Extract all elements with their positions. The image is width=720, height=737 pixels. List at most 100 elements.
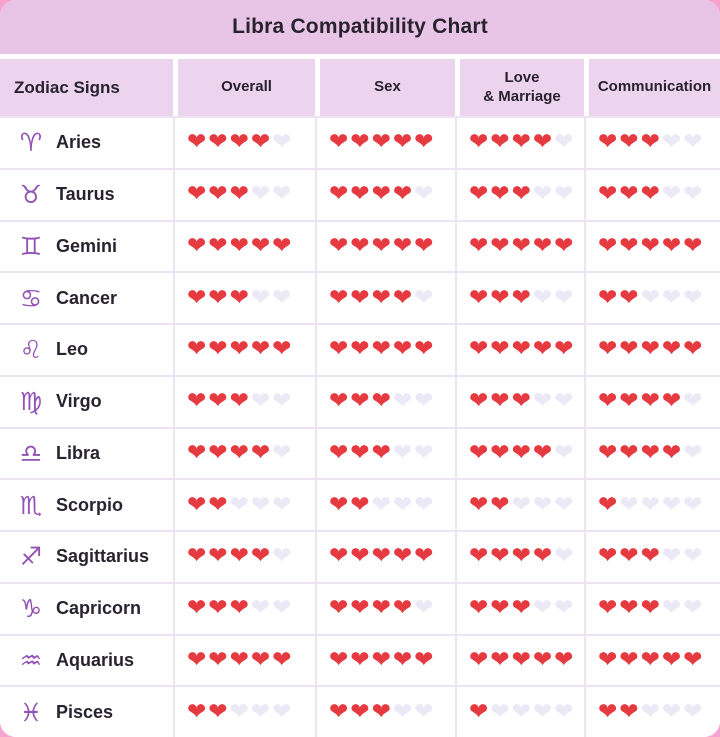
zodiac-sign-cell: ♍ Virgo — [0, 377, 173, 427]
rating-overall: ❤ ❤ ❤ ❤ ❤ — [173, 221, 315, 272]
heart-filled-icon: ❤ — [350, 181, 370, 208]
heart-filled-icon: ❤ — [187, 595, 207, 622]
heart-empty-icon: ❤ — [661, 543, 682, 570]
heart-filled-icon: ❤ — [619, 284, 639, 311]
heart-filled-icon: ❤ — [469, 491, 489, 518]
heart-empty-icon: ❤ — [554, 284, 574, 311]
heart-filled-icon: ❤ — [511, 284, 531, 311]
heart-filled-icon: ❤ — [554, 336, 574, 363]
zodiac-scorpio-icon: ♏ — [19, 490, 43, 520]
column-header-love-marriage: Love & Marriage — [455, 59, 584, 116]
heart-filled-icon: ❤ — [350, 543, 370, 570]
heart-filled-icon: ❤ — [619, 336, 639, 363]
rating-love-marriage: ❤ ❤ ❤ ❤ ❤ — [455, 169, 584, 220]
heart-filled-icon: ❤ — [469, 388, 489, 415]
table-row: ♍ Virgo ❤ ❤ ❤ ❤ ❤ ❤ ❤ ❤ ❤ ❤ ❤ ❤ ❤ ❤ ❤ ❤ ❤ ❤ ❤ ❤ — [0, 374, 720, 427]
heart-filled-icon: ❤ — [187, 284, 207, 311]
heart-empty-icon: ❤ — [272, 439, 292, 466]
heart-filled-icon: ❤ — [619, 439, 639, 466]
rating-sex: ❤ ❤ ❤ ❤ ❤ — [315, 376, 455, 427]
rating-communication: ❤ ❤ ❤ ❤ ❤ — [584, 428, 720, 479]
heart-filled-icon: ❤ — [640, 543, 660, 570]
heart-empty-icon: ❤ — [683, 284, 703, 311]
heart-empty-icon: ❤ — [554, 698, 574, 725]
heart-filled-icon: ❤ — [329, 595, 349, 622]
heart-filled-icon: ❤ — [598, 129, 618, 156]
rating-sex: ❤ ❤ ❤ ❤ ❤ — [315, 118, 455, 168]
heart-filled-icon: ❤ — [640, 336, 660, 363]
heart-filled-icon: ❤ — [598, 181, 618, 208]
heart-empty-icon: ❤ — [272, 491, 292, 518]
heart-filled-icon: ❤ — [490, 388, 510, 415]
heart-filled-icon: ❤ — [661, 336, 682, 363]
heart-filled-icon: ❤ — [250, 646, 271, 673]
rating-communication: ❤ ❤ ❤ ❤ ❤ — [584, 273, 720, 323]
heart-empty-icon: ❤ — [414, 181, 434, 208]
heart-filled-icon: ❤ — [208, 646, 228, 673]
heart-empty-icon: ❤ — [554, 129, 574, 156]
rating-love-marriage: ❤ ❤ ❤ ❤ ❤ — [455, 221, 584, 272]
heart-filled-icon: ❤ — [350, 698, 370, 725]
rating-sex: ❤ ❤ ❤ ❤ ❤ — [315, 221, 455, 272]
heart-empty-icon: ❤ — [554, 595, 574, 622]
heart-empty-icon: ❤ — [250, 284, 271, 311]
heart-filled-icon: ❤ — [371, 129, 391, 156]
heart-filled-icon: ❤ — [187, 439, 207, 466]
heart-filled-icon: ❤ — [250, 129, 271, 156]
heart-filled-icon: ❤ — [490, 181, 510, 208]
rating-love-marriage: ❤ ❤ ❤ ❤ ❤ — [455, 428, 584, 479]
heart-filled-icon: ❤ — [229, 543, 249, 570]
heart-filled-icon: ❤ — [490, 595, 510, 622]
heart-empty-icon: ❤ — [392, 388, 413, 415]
heart-filled-icon: ❤ — [187, 388, 207, 415]
rating-overall: ❤ ❤ ❤ ❤ ❤ — [173, 118, 315, 168]
heart-filled-icon: ❤ — [392, 284, 413, 311]
heart-filled-icon: ❤ — [511, 439, 531, 466]
heart-filled-icon: ❤ — [490, 439, 510, 466]
rating-love-marriage: ❤ ❤ ❤ ❤ ❤ — [455, 635, 584, 686]
heart-filled-icon: ❤ — [208, 181, 228, 208]
heart-filled-icon: ❤ — [511, 646, 531, 673]
heart-empty-icon: ❤ — [661, 129, 682, 156]
table-header: Zodiac Signs Overall Sex Love & Marriage… — [0, 59, 720, 116]
rating-love-marriage: ❤ ❤ ❤ ❤ ❤ — [455, 687, 584, 737]
heart-empty-icon: ❤ — [414, 491, 434, 518]
heart-filled-icon: ❤ — [469, 129, 489, 156]
zodiac-sagittarius-icon: ♐ — [19, 542, 43, 572]
table-row: ♊ Gemini ❤ ❤ ❤ ❤ ❤ ❤ ❤ ❤ ❤ ❤ ❤ ❤ ❤ ❤ ❤ ❤ ❤ ❤ ❤ ❤ — [0, 219, 720, 272]
heart-filled-icon: ❤ — [469, 232, 489, 259]
heart-empty-icon: ❤ — [414, 439, 434, 466]
heart-filled-icon: ❤ — [619, 646, 639, 673]
heart-filled-icon: ❤ — [490, 543, 510, 570]
table-row: ♈ Aries ❤ ❤ ❤ ❤ ❤ ❤ ❤ ❤ ❤ ❤ ❤ ❤ ❤ ❤ ❤ ❤ ❤ ❤ ❤ ❤ — [0, 116, 720, 168]
heart-filled-icon: ❤ — [187, 646, 207, 673]
zodiac-leo-icon: ♌ — [19, 335, 43, 365]
zodiac-sign-cell: ♏ Scorpio — [0, 480, 173, 530]
heart-filled-icon: ❤ — [250, 232, 271, 259]
rating-communication: ❤ ❤ ❤ ❤ ❤ — [584, 480, 720, 530]
heart-filled-icon: ❤ — [371, 336, 391, 363]
zodiac-sign-name: Scorpio — [56, 494, 124, 515]
zodiac-sign-cell: ♓ Pisces — [0, 687, 173, 737]
table-row: ♉ Taurus ❤ ❤ ❤ ❤ ❤ ❤ ❤ ❤ ❤ ❤ ❤ ❤ ❤ ❤ ❤ ❤ ❤ ❤ ❤ ❤ — [0, 167, 720, 220]
rating-overall: ❤ ❤ ❤ ❤ ❤ — [173, 480, 315, 530]
table-row: ♎ Libra ❤ ❤ ❤ ❤ ❤ ❤ ❤ ❤ ❤ ❤ ❤ ❤ ❤ ❤ ❤ ❤ ❤ ❤ ❤ ❤ — [0, 426, 720, 479]
heart-empty-icon: ❤ — [229, 491, 249, 518]
heart-empty-icon: ❤ — [250, 491, 271, 518]
chart-title-bar: Libra Compatibility Chart — [0, 0, 720, 54]
heart-filled-icon: ❤ — [350, 491, 370, 518]
heart-filled-icon: ❤ — [490, 646, 510, 673]
heart-filled-icon: ❤ — [350, 595, 370, 622]
heart-filled-icon: ❤ — [350, 232, 370, 259]
heart-filled-icon: ❤ — [371, 595, 391, 622]
heart-empty-icon: ❤ — [640, 491, 660, 518]
heart-filled-icon: ❤ — [272, 646, 292, 673]
heart-filled-icon: ❤ — [414, 129, 434, 156]
heart-empty-icon: ❤ — [272, 595, 292, 622]
heart-empty-icon: ❤ — [272, 284, 292, 311]
heart-filled-icon: ❤ — [469, 439, 489, 466]
table-row: ♓ Pisces ❤ ❤ ❤ ❤ ❤ ❤ ❤ ❤ ❤ ❤ ❤ ❤ ❤ ❤ ❤ ❤ ❤ ❤ ❤ ❤ — [0, 685, 720, 737]
heart-filled-icon: ❤ — [532, 543, 553, 570]
rating-sex: ❤ ❤ ❤ ❤ ❤ — [315, 635, 455, 686]
